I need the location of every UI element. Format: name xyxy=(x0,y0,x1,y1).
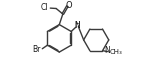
Text: CH₃: CH₃ xyxy=(110,49,122,55)
Text: Br: Br xyxy=(32,45,40,54)
Text: Cl: Cl xyxy=(41,3,49,12)
Text: H: H xyxy=(75,21,80,27)
Text: N: N xyxy=(104,46,110,55)
Text: O: O xyxy=(66,1,72,10)
Text: N: N xyxy=(74,21,80,30)
